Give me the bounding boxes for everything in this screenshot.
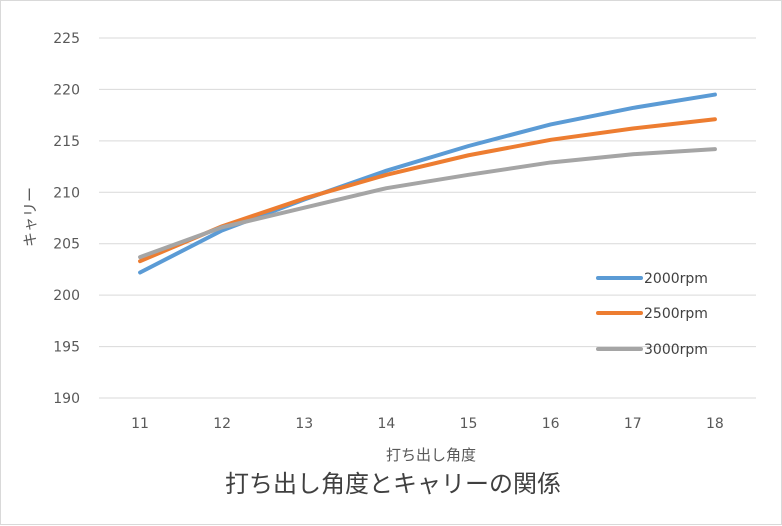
series-lines — [138, 92, 717, 275]
y-tick-label-195: 195 — [53, 340, 80, 356]
series-line-2500rpm — [138, 117, 717, 264]
series-line-2000rpm — [138, 92, 717, 275]
x-tick-label-11: 11 — [131, 416, 149, 432]
x-tick-label-14: 14 — [378, 416, 396, 432]
legend-label-2000rpm: 2000rpm — [644, 271, 708, 287]
x-tick-labels: 11 12 13 14 15 16 17 18 — [131, 416, 724, 432]
legend-label-3000rpm: 3000rpm — [644, 342, 708, 358]
x-tick-label-13: 13 — [295, 416, 313, 432]
x-axis-title: 打ち出し角度 — [386, 446, 476, 464]
y-tick-label-200: 200 — [53, 288, 80, 304]
y-axis-title: キャリー — [21, 187, 39, 247]
legend-label-2500rpm: 2500rpm — [644, 306, 708, 322]
y-tick-label-220: 220 — [53, 82, 80, 98]
y-tick-label-225: 225 — [53, 31, 80, 47]
x-tick-label-15: 15 — [460, 416, 478, 432]
chart-title: 打ち出し角度とキャリーの関係 — [225, 470, 561, 498]
y-tick-label-210: 210 — [53, 185, 80, 201]
legend: 2000rpm 2500rpm 3000rpm — [596, 271, 708, 358]
x-tick-label-18: 18 — [706, 416, 724, 432]
y-tick-label-190: 190 — [53, 391, 80, 407]
x-tick-label-12: 12 — [213, 416, 231, 432]
x-tick-label-17: 17 — [624, 416, 642, 432]
y-tick-labels: 190 195 200 205 210 215 220 225 — [53, 31, 80, 407]
y-tick-label-205: 205 — [53, 237, 80, 253]
x-tick-label-16: 16 — [542, 416, 560, 432]
grid-lines — [99, 37, 756, 399]
y-tick-label-215: 215 — [53, 134, 80, 150]
series-line-3000rpm — [138, 147, 717, 260]
